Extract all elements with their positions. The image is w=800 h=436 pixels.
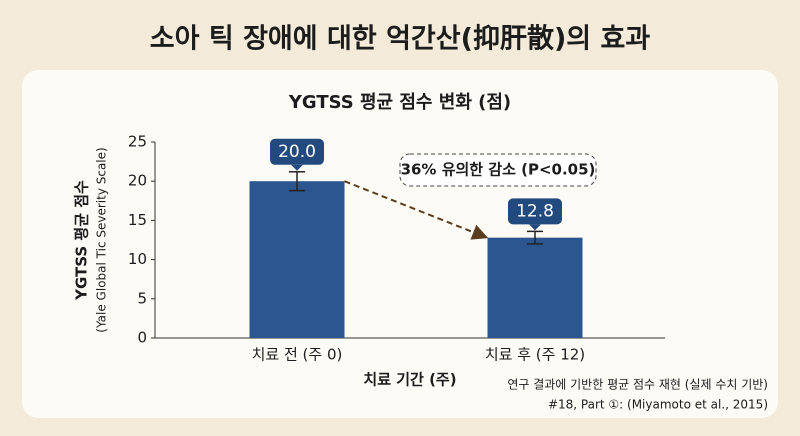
x-tick-label: 치료 전 (주 0) [252,346,343,364]
trend-arrow [344,180,489,240]
y-tick-label: 10 [128,250,147,268]
x-tick-label: 치료 후 (주 12) [485,346,585,364]
bar [487,237,583,338]
y-tick-label: 25 [128,133,147,151]
card [22,70,778,418]
bar [249,181,345,338]
value-label-box [270,138,324,165]
y-tick-label: 0 [137,329,147,347]
y-tick-label: 15 [128,211,147,229]
value-label-pointer [529,224,541,231]
footnote: 연구 결과에 기반한 평균 점수 재현 (실제 수치 기반) [507,378,768,392]
annotation: 36% 유의한 감소 (P<0.05) [401,161,596,179]
y-axis-title: YGTSS 평균 점수 [73,180,91,301]
value-label: 12.8 [516,201,554,221]
value-label: 20.0 [278,142,316,162]
value-label-pointer [291,164,303,171]
footnote: #18, Part ①: (Miyamoto et al., 2015) [548,398,768,412]
y-axis-subtitle: (Yale Global Tic Severity Scale) [95,147,109,332]
page-title: 소아 틱 장애에 대한 억간산(抑肝散)의 효과 [150,24,651,55]
y-tick-label: 20 [128,172,147,190]
y-tick-label: 5 [137,289,147,307]
chart-title: YGTSS 평균 점수 변화 (점) [288,92,511,113]
annotation-box [399,153,597,187]
x-axis-title: 치료 기간 (주) [363,371,456,389]
value-label-box [508,198,562,225]
